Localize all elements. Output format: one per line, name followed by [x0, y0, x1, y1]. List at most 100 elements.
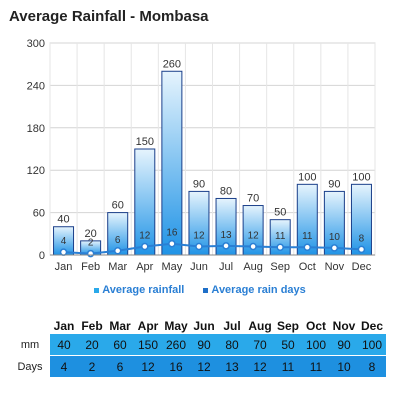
table-cell-days: 4: [50, 355, 78, 377]
bar-value-label: 150: [136, 136, 154, 148]
table-row-mm: mm 40 20 60 150 260 90 80 70 50 100 90 100: [10, 334, 386, 356]
y-tick-label: 180: [27, 123, 45, 135]
table-cell-mm: 20: [78, 334, 106, 356]
x-tick-label: Nov: [325, 261, 345, 273]
x-tick-label: May: [161, 261, 182, 273]
table-cell-days: 12: [134, 355, 162, 377]
x-tick-label: Mar: [108, 261, 127, 273]
table-cell-mm: 80: [218, 334, 246, 356]
table-header-jun: Jun: [190, 318, 218, 334]
bar-value-label: 260: [163, 58, 181, 70]
data-table: Jan Feb Mar Apr May Jun Jul Aug Sep Oct Nov Dec mm …: [10, 318, 386, 377]
rain-days-label: 8: [359, 233, 365, 244]
rain-days-label: 16: [166, 228, 178, 239]
x-tick-label: Sep: [270, 261, 290, 273]
table-cell-days: 16: [162, 355, 190, 377]
legend-label-rainfall: Average rainfall: [102, 284, 185, 296]
table-header-dec: Dec: [358, 318, 386, 334]
table-cell-days: 10: [330, 355, 358, 377]
table-header-nov: Nov: [330, 318, 358, 334]
table-header-may: May: [162, 318, 190, 334]
rain-days-point-apr: [141, 242, 149, 251]
bar-value-label: 100: [352, 171, 370, 183]
legend-item-rainfall[interactable]: Average rainfall: [94, 284, 184, 296]
x-tick-label: Feb: [81, 261, 100, 273]
rain-days-label: 12: [139, 231, 151, 242]
rain-days-point-dec: [357, 245, 366, 254]
table-cell-mm: 90: [330, 334, 358, 356]
rain-days-label: 10: [329, 232, 341, 243]
rain-days-point-feb: [86, 249, 95, 258]
rain-days-point-jul: [222, 242, 230, 250]
table-cell-mm: 40: [50, 334, 78, 356]
table-header-mar: Mar: [106, 318, 134, 334]
row-label-mm: mm: [10, 334, 50, 356]
table-cell-days: 11: [274, 355, 302, 377]
table-cell-days: 12: [190, 355, 218, 377]
rain-days-point-sep: [276, 243, 284, 251]
rain-days-label: 4: [61, 236, 67, 247]
table-cell-mm: 70: [246, 334, 274, 356]
rain-days-label: 6: [115, 235, 121, 246]
x-tick-label: Dec: [352, 261, 372, 273]
table-cell-days: 11: [302, 355, 330, 377]
rain-days-label: 2: [88, 238, 94, 249]
rain-days-label: 12: [248, 231, 260, 242]
x-tick-label: Oct: [299, 261, 316, 273]
table-corner: [10, 318, 50, 334]
y-tick-label: 240: [27, 80, 45, 92]
bar-value-label: 100: [298, 171, 316, 183]
bar-value-label: 90: [193, 178, 205, 190]
table-cell-mm: 150: [134, 334, 162, 356]
row-label-days: Days: [10, 355, 50, 377]
table-header-apr: Apr: [134, 318, 162, 334]
table-cell-days: 12: [246, 355, 274, 377]
table-row-days: Days 4 2 6 12 16 12 13 12 11 11 10 8: [10, 355, 386, 377]
bar-value-label: 60: [112, 200, 124, 212]
rain-days-line: [63, 242, 362, 255]
chart-title: Average Rainfall - Mombasa: [9, 8, 209, 25]
legend-item-rain-days[interactable]: Average rain days: [203, 284, 306, 296]
table-cell-mm: 60: [106, 334, 134, 356]
table-header-jan: Jan: [50, 318, 78, 334]
table-cell-days: 13: [218, 355, 246, 377]
table-header-jul: Jul: [218, 318, 246, 334]
table-cell-days: 8: [358, 355, 386, 377]
bar-value-label: 50: [274, 207, 286, 219]
bar-dec: [350, 183, 372, 256]
table-cell-mm: 100: [302, 334, 330, 356]
bar-value-label: 90: [328, 178, 340, 190]
table-header-row: Jan Feb Mar Apr May Jun Jul Aug Sep Oct Nov Dec: [10, 318, 386, 334]
table-cell-days: 2: [78, 355, 106, 377]
chart-legend: Average rainfall Average rain days: [0, 284, 400, 296]
rain-days-point-aug: [249, 242, 257, 251]
legend-label-rain-days: Average rain days: [211, 284, 306, 296]
rain-days-point-jan: [59, 248, 68, 256]
table-cell-mm: 100: [358, 334, 386, 356]
rain-days-label: 11: [275, 231, 286, 242]
rain-days-label: 12: [193, 231, 205, 242]
bar-value-label: 80: [220, 185, 232, 197]
y-tick-label: 0: [39, 250, 45, 262]
table-header-sep: Sep: [274, 318, 302, 334]
rain-days-point-nov: [330, 244, 339, 252]
table-header-oct: Oct: [302, 318, 330, 334]
rain-days-point-may: [168, 239, 176, 248]
x-tick-label: Aug: [243, 261, 263, 273]
table-cell-mm: 260: [162, 334, 190, 356]
rain-days-label: 11: [302, 231, 313, 242]
y-tick-label: 60: [33, 208, 45, 220]
y-tick-label: 120: [27, 165, 45, 177]
x-tick-label: Jun: [190, 261, 208, 273]
bar-value-label: 40: [57, 214, 69, 226]
table-cell-mm: 50: [274, 334, 302, 356]
legend-swatch-rain-days: [203, 287, 209, 293]
rain-days-point-jun: [195, 242, 203, 251]
x-tick-label: Jan: [55, 261, 73, 273]
x-tick-label: Jul: [219, 261, 233, 273]
x-tick-label: Apr: [136, 261, 153, 273]
y-tick-label: 300: [27, 38, 45, 50]
table-header-aug: Aug: [246, 318, 274, 334]
table-cell-mm: 90: [190, 334, 218, 356]
